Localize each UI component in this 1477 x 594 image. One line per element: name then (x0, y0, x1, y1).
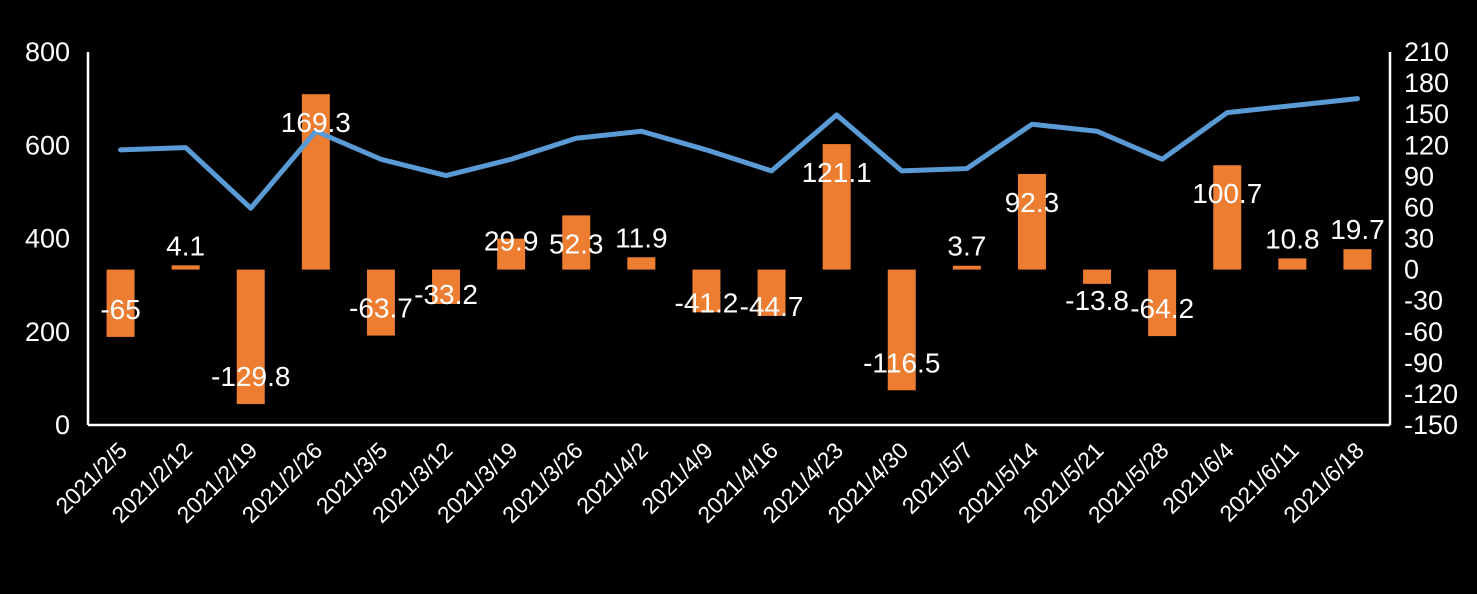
right-axis-tick: 0 (1404, 255, 1419, 285)
bar-value-label: 92.3 (1005, 187, 1060, 218)
right-axis-tick: 120 (1404, 130, 1449, 160)
bar-2021/3/19 (497, 238, 526, 270)
bar-2021/3/12 (432, 269, 461, 304)
bar-2021/4/2 (627, 257, 656, 270)
bar-2021/4/30 (887, 269, 916, 391)
bar-2021/5/21 (1083, 269, 1112, 284)
bar-value-label: 10.8 (1265, 223, 1320, 254)
bar-2021/5/7 (952, 265, 981, 270)
left-axis-tick: 0 (55, 410, 70, 440)
bar-2021/2/19 (236, 269, 265, 405)
right-axis-tick: 60 (1404, 192, 1434, 222)
right-axis-tick: 150 (1404, 99, 1449, 129)
bar-2021/6/4 (1213, 165, 1242, 270)
bar-2021/2/26 (301, 94, 330, 270)
bar-value-label: 29.9 (484, 226, 539, 257)
bar-2021/3/5 (366, 269, 395, 336)
bar-value-label: -44.7 (740, 291, 804, 322)
bar-value-label: 100.7 (1192, 178, 1262, 209)
left-axis-tick: 800 (25, 37, 70, 67)
bar-value-label: 19.7 (1330, 214, 1385, 245)
bar-value-label: 52.3 (549, 228, 604, 259)
bar-2021/4/23 (822, 144, 851, 270)
bar-value-label: -116.5 (863, 347, 940, 378)
bar-2021/4/9 (692, 269, 721, 313)
bar-value-label: 169.3 (281, 107, 351, 138)
bar-2021/6/18 (1343, 249, 1372, 270)
bar-value-label: 4.1 (166, 230, 205, 261)
left-axis-tick: 200 (25, 317, 70, 347)
bar-2021/2/5 (106, 269, 135, 337)
bar-value-label: -63.7 (349, 293, 413, 324)
bar-value-label: -13.8 (1065, 285, 1129, 316)
bar-2021/2/12 (171, 265, 200, 270)
right-axis-tick: -150 (1404, 410, 1458, 440)
right-axis-tick: -60 (1404, 317, 1443, 347)
right-axis-tick: 210 (1404, 37, 1449, 67)
bar-value-label: -65 (100, 294, 140, 325)
left-axis-tick: 400 (25, 224, 70, 254)
right-axis-tick: -90 (1404, 348, 1443, 378)
bar-2021/5/14 (1017, 173, 1046, 270)
bar-value-label: 11.9 (615, 222, 667, 253)
right-axis-tick: 180 (1404, 68, 1449, 98)
right-axis-tick: -120 (1404, 379, 1458, 409)
right-axis-tick: 30 (1404, 224, 1434, 254)
x-axis-date-label: 2021/4/2 (571, 437, 653, 519)
bar-value-label: -64.2 (1130, 293, 1194, 324)
bar-2021/6/11 (1278, 258, 1307, 270)
bar-2021/4/16 (757, 269, 786, 316)
bar-value-label: 3.7 (947, 231, 986, 262)
bar-value-label: 121.1 (802, 157, 872, 188)
bar-value-label: -129.8 (211, 361, 290, 392)
left-axis-tick: 600 (25, 130, 70, 160)
right-axis-tick: -30 (1404, 286, 1443, 316)
line-series (118, 96, 1360, 211)
bar-value-label: -41.2 (675, 287, 739, 318)
bar-2021/3/26 (562, 215, 591, 270)
right-axis-tick: 90 (1404, 161, 1434, 191)
bar-value-label: -33.2 (414, 279, 478, 310)
bar-2021/5/28 (1148, 269, 1177, 337)
